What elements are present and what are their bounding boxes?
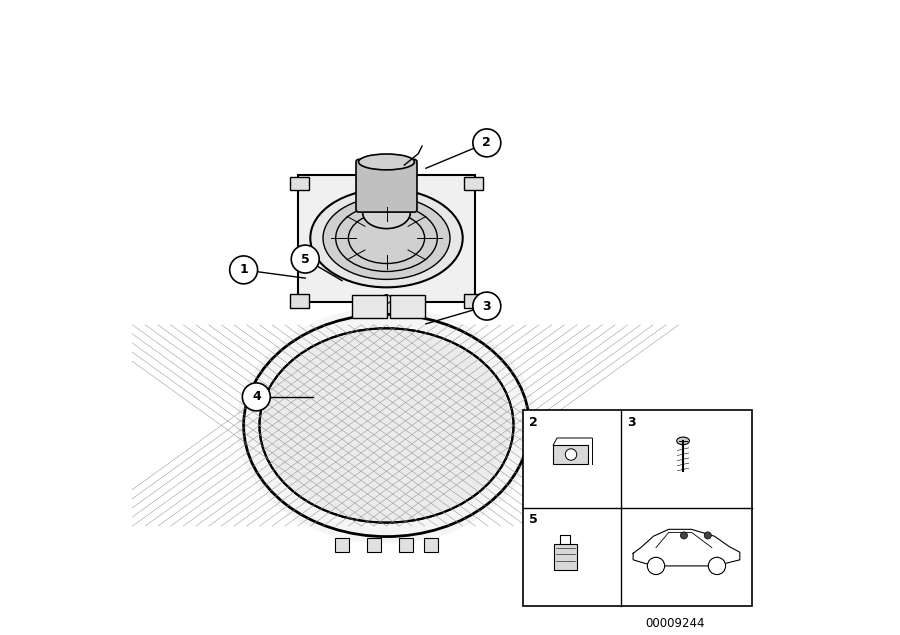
- Circle shape: [382, 295, 391, 304]
- Text: 4: 4: [252, 391, 261, 403]
- Text: 2: 2: [529, 416, 538, 429]
- FancyBboxPatch shape: [554, 544, 577, 570]
- FancyBboxPatch shape: [352, 295, 386, 318]
- Circle shape: [705, 532, 711, 539]
- Circle shape: [292, 245, 320, 273]
- Circle shape: [565, 449, 577, 460]
- Circle shape: [472, 129, 500, 157]
- Text: 3: 3: [627, 416, 636, 429]
- Text: 00009244: 00009244: [645, 617, 706, 629]
- Circle shape: [230, 256, 257, 284]
- FancyBboxPatch shape: [554, 445, 589, 464]
- Circle shape: [472, 292, 500, 320]
- Text: 5: 5: [529, 513, 538, 526]
- Circle shape: [708, 558, 725, 575]
- FancyBboxPatch shape: [464, 177, 483, 190]
- Ellipse shape: [244, 314, 529, 537]
- FancyBboxPatch shape: [356, 159, 417, 212]
- Circle shape: [680, 532, 688, 539]
- Ellipse shape: [259, 328, 514, 523]
- Text: 3: 3: [482, 300, 491, 312]
- FancyBboxPatch shape: [367, 538, 381, 552]
- Text: 2: 2: [482, 137, 491, 149]
- Ellipse shape: [358, 154, 414, 170]
- Circle shape: [242, 383, 270, 411]
- Ellipse shape: [348, 213, 425, 264]
- FancyBboxPatch shape: [523, 410, 752, 606]
- Text: 1: 1: [239, 264, 248, 276]
- FancyBboxPatch shape: [290, 177, 309, 190]
- Ellipse shape: [310, 189, 463, 287]
- FancyBboxPatch shape: [399, 538, 412, 552]
- Ellipse shape: [363, 197, 410, 229]
- FancyBboxPatch shape: [335, 538, 349, 552]
- FancyBboxPatch shape: [290, 294, 309, 308]
- Ellipse shape: [677, 437, 689, 444]
- FancyBboxPatch shape: [298, 175, 475, 302]
- Circle shape: [647, 558, 664, 575]
- FancyBboxPatch shape: [390, 295, 425, 318]
- Ellipse shape: [323, 197, 450, 279]
- Text: 5: 5: [301, 253, 310, 265]
- FancyBboxPatch shape: [464, 294, 483, 308]
- Ellipse shape: [336, 204, 437, 272]
- FancyBboxPatch shape: [424, 538, 438, 552]
